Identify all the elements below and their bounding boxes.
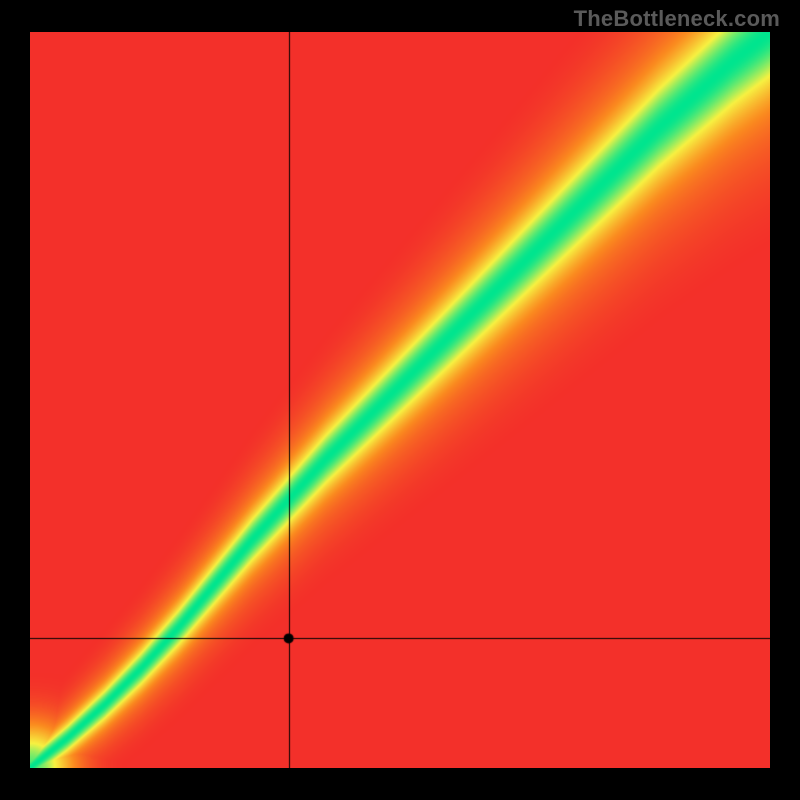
watermark-label: TheBottleneck.com	[574, 6, 780, 32]
chart-container: TheBottleneck.com	[0, 0, 800, 800]
crosshair-overlay	[30, 32, 770, 768]
